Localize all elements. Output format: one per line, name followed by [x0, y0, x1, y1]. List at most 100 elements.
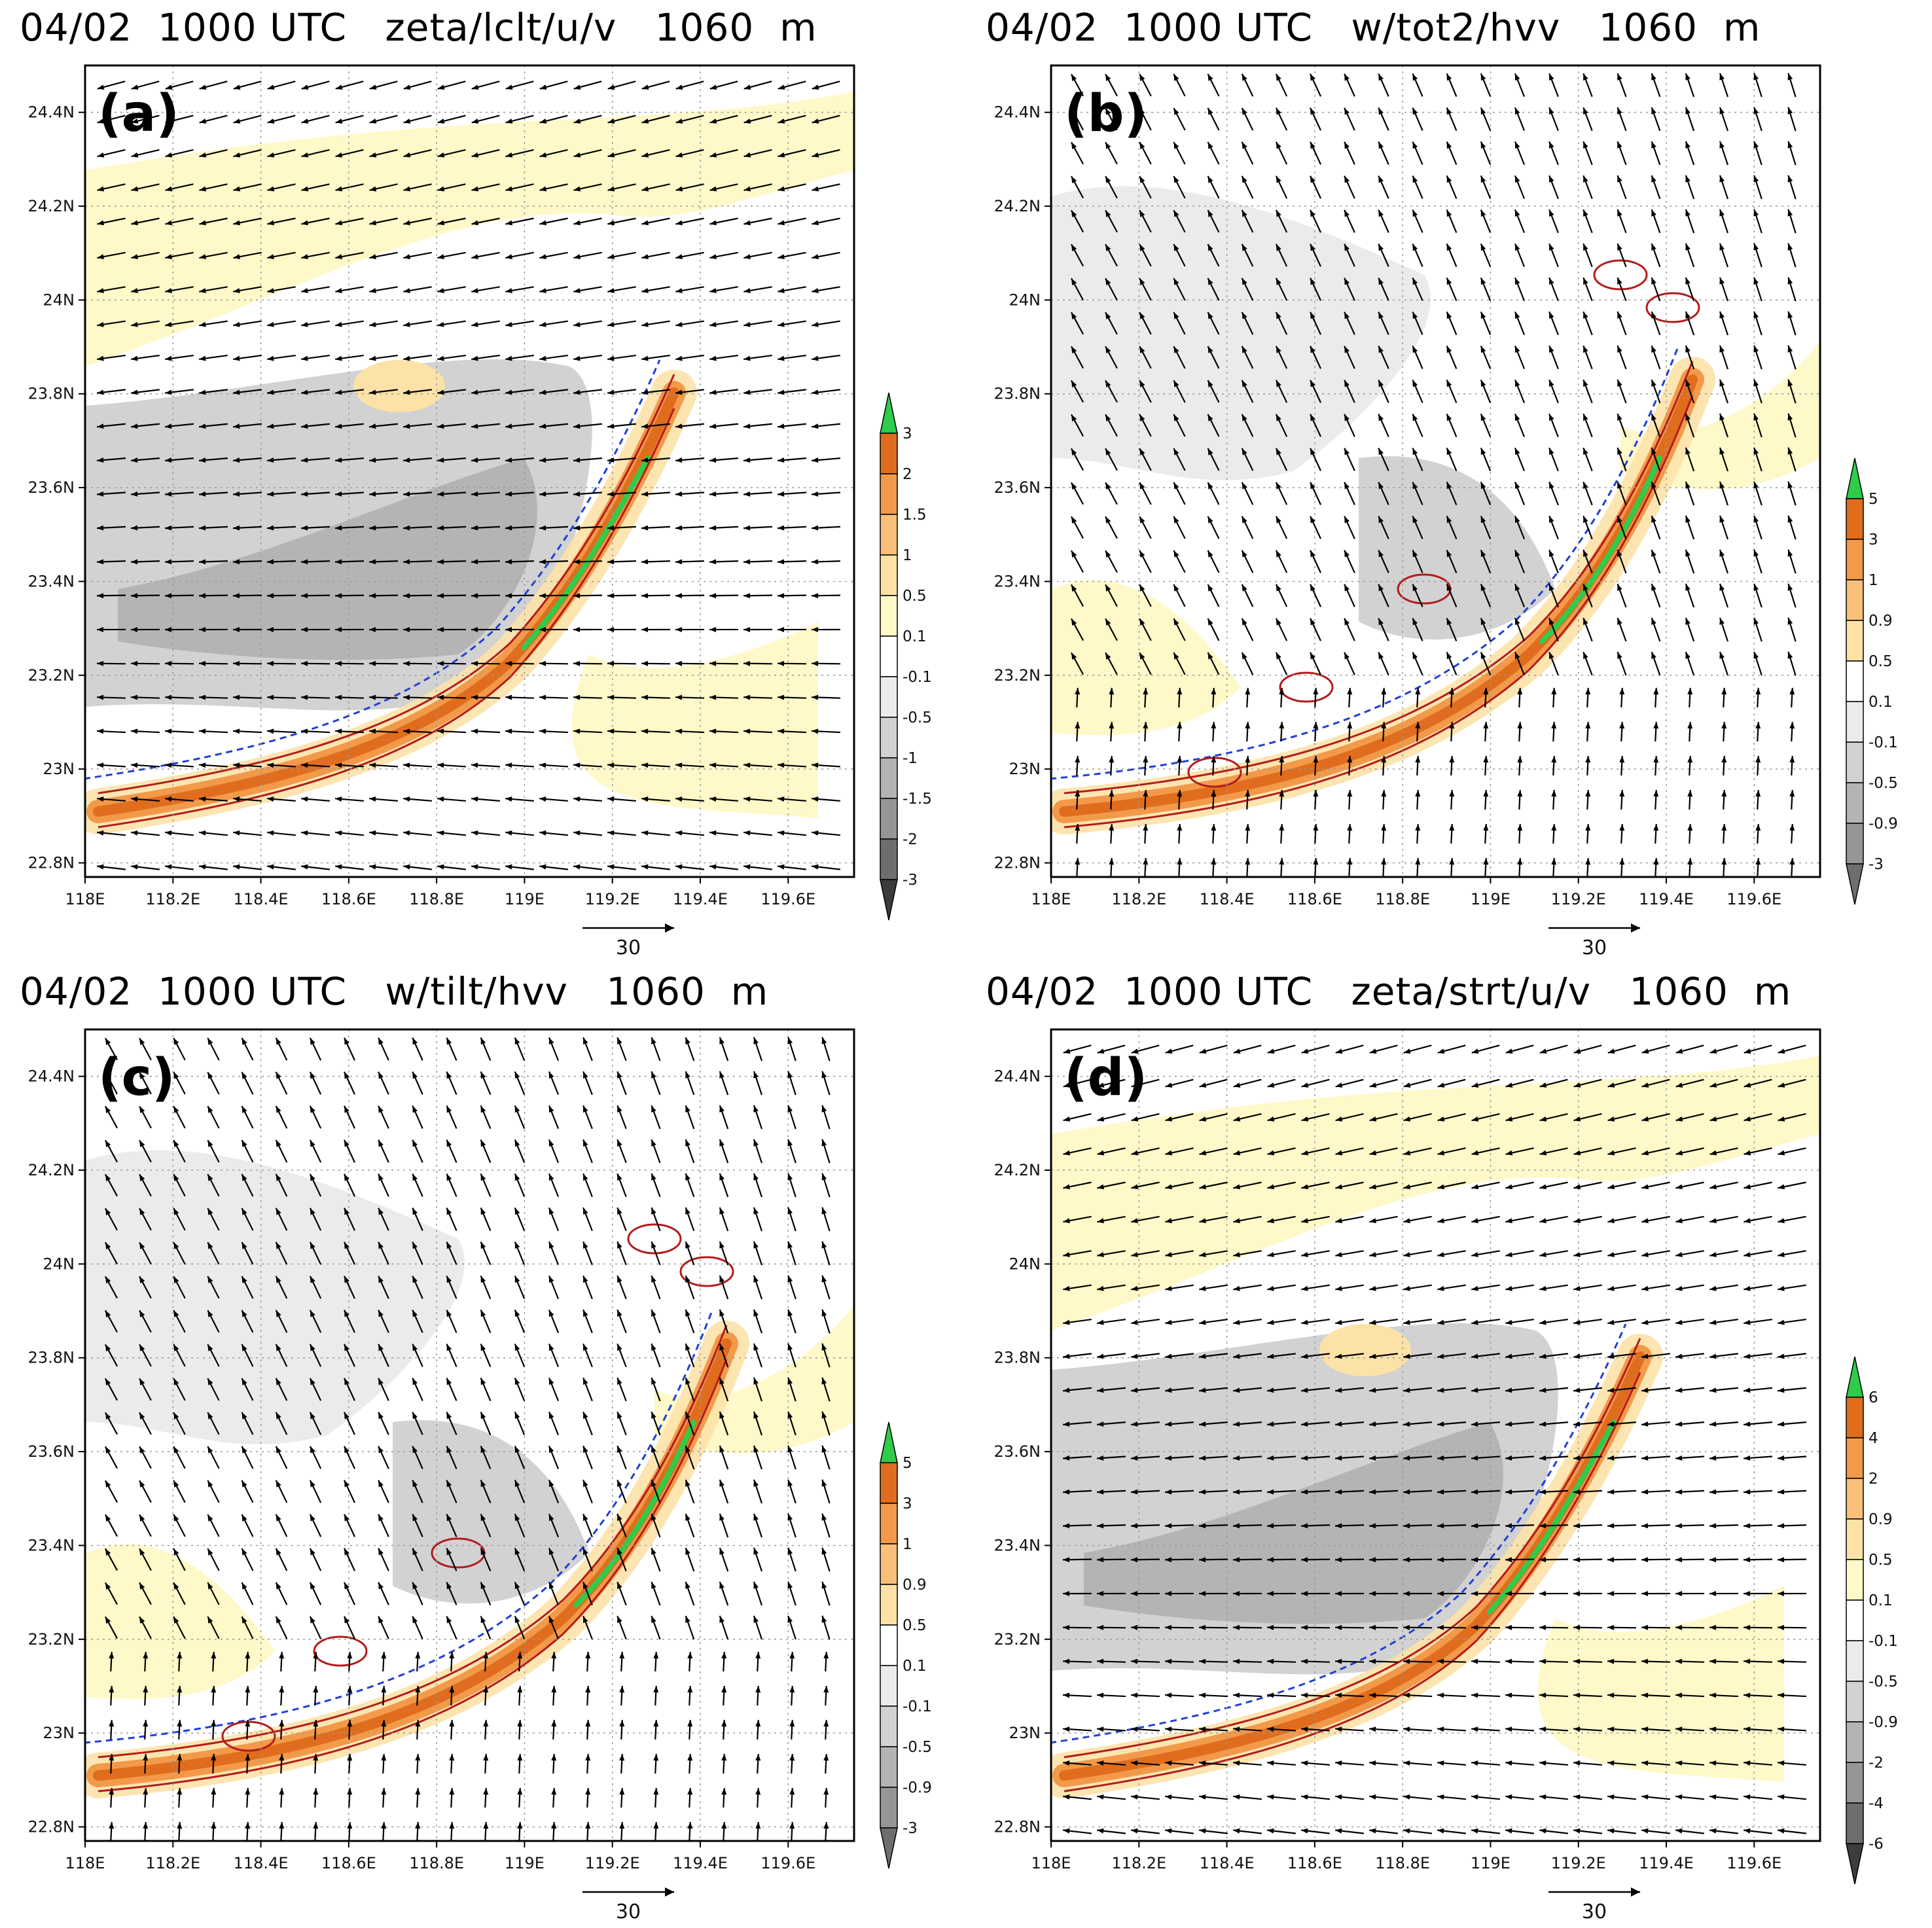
wind-arrowhead	[1617, 516, 1622, 523]
wind-arrowhead	[1267, 1828, 1274, 1834]
colorbar-segment	[1846, 660, 1864, 702]
wind-arrowhead	[1583, 73, 1588, 80]
wind-arrowhead	[1505, 1150, 1513, 1156]
colorbar-label: -2	[903, 831, 918, 848]
wind-arrowhead	[403, 457, 410, 463]
wind-arrowhead	[313, 1720, 319, 1727]
panel-title: 04/02 1000 UTC zeta/lclt/u/v 1060 m	[20, 5, 817, 50]
wind-arrowhead	[1446, 107, 1452, 115]
wind-arrowhead	[1619, 858, 1625, 865]
wind-arrowhead	[279, 1754, 285, 1761]
wind-arrowhead	[310, 1071, 315, 1079]
wind-arrowhead	[1131, 1624, 1138, 1630]
wind-arrowhead	[1549, 414, 1554, 421]
wind-arrowhead	[787, 1581, 793, 1589]
wind-arrowhead	[1276, 346, 1281, 353]
wind-arrowhead	[517, 1754, 523, 1761]
wind-arrowhead	[1242, 312, 1247, 319]
wind-arrowhead	[301, 355, 308, 361]
wind-arrowhead	[585, 1652, 591, 1659]
wind-arrowhead	[1719, 311, 1725, 319]
wind-arrowhead	[449, 1652, 455, 1659]
wind-arrowhead	[1071, 176, 1077, 183]
wind-arrowhead	[1480, 550, 1486, 558]
wind-arrowhead	[641, 457, 649, 463]
wind-arrowhead	[1097, 1455, 1104, 1461]
wind-arrowhead	[437, 660, 444, 666]
wind-arrowhead	[211, 1822, 217, 1829]
wind-arrowhead	[753, 1547, 759, 1555]
wind-arrowhead	[1403, 1285, 1410, 1291]
wind-arrowhead	[480, 1173, 486, 1181]
wind-arrowhead	[778, 254, 785, 260]
wind-arrowhead	[437, 728, 444, 734]
wind-arrowhead	[412, 1412, 418, 1419]
wind-arrowhead	[471, 457, 478, 463]
wind-arrowhead	[619, 1652, 625, 1659]
wind-arrowhead	[821, 1513, 827, 1521]
wind-arrowhead	[211, 1754, 217, 1761]
x-tick-label: 119.2E	[1551, 1854, 1606, 1872]
colorbar-label: 5	[1869, 491, 1878, 508]
wind-arrowhead	[1105, 244, 1111, 251]
wind-arrowhead	[607, 84, 615, 90]
wind-arrowhead	[1437, 1591, 1444, 1597]
wind-arrowhead	[207, 1412, 213, 1419]
wind-arrowhead	[403, 423, 410, 429]
x-tick-label: 119.6E	[760, 1854, 815, 1872]
wind-arrowhead	[1063, 1184, 1071, 1190]
wind-arrowhead	[641, 288, 649, 293]
wind-arrowhead	[344, 1037, 349, 1045]
wind-arrowhead	[778, 762, 785, 768]
wind-arrowhead	[1607, 1455, 1615, 1461]
wind-arrowhead	[619, 1754, 625, 1761]
colorbar-label: 1	[1869, 572, 1878, 589]
wind-arrowhead	[471, 491, 478, 497]
wind-arrowhead	[1607, 1387, 1615, 1393]
wind-arrowhead	[97, 830, 104, 836]
wind-arrowhead	[1097, 1760, 1104, 1766]
wind-arrowhead	[1583, 312, 1588, 319]
wind-arrowhead	[821, 1411, 827, 1419]
wind-arrowhead	[687, 1686, 693, 1693]
wind-arrowhead	[505, 118, 513, 124]
wind-arrowhead	[1719, 73, 1725, 80]
wind-arrowhead	[1301, 1828, 1308, 1834]
wind-arrowhead	[1446, 73, 1452, 81]
wind-arrowhead	[1471, 1794, 1478, 1800]
wind-arrowhead	[446, 1514, 452, 1522]
wind-arrowhead	[105, 1582, 111, 1590]
wind-arrowhead	[1267, 1624, 1274, 1630]
wind-arrowhead	[743, 118, 751, 124]
wind-arrowhead	[1778, 1048, 1785, 1054]
wind-arrowhead	[821, 1241, 827, 1249]
wind-arrowhead	[1403, 1353, 1410, 1359]
wind-arrowhead	[743, 796, 751, 802]
wind-arrowhead	[471, 220, 479, 226]
wind-arrowhead	[719, 1139, 724, 1147]
wind-arrowhead	[1335, 1591, 1342, 1597]
wind-arrowhead	[1199, 1557, 1206, 1563]
wind-arrowhead	[335, 593, 342, 599]
wind-arrowhead	[1583, 209, 1588, 217]
wind-arrowhead	[233, 830, 240, 836]
y-tick-label: 24.4N	[28, 103, 75, 122]
colorbar-label: -0.5	[903, 1739, 932, 1756]
wind-arrowhead	[653, 1652, 659, 1659]
wind-arrowhead	[1787, 311, 1793, 319]
wind-arrowhead	[1075, 688, 1081, 695]
wind-arrowhead	[1778, 1760, 1785, 1766]
map-plot: 118E 118.2E 118.4E 118.6E 118.8E 119E 119.2E 11…	[994, 1028, 1898, 1923]
wind-arrowhead	[301, 728, 308, 734]
wind-arrowhead	[480, 1548, 486, 1556]
negative-shading	[118, 458, 537, 660]
wind-arrowhead	[1719, 175, 1725, 183]
wind-arrowhead	[1583, 380, 1588, 387]
wind-arrowhead	[1301, 1252, 1308, 1257]
wind-arrowhead	[1233, 1591, 1240, 1597]
wind-arrowhead	[165, 864, 172, 870]
wind-arrowhead	[1097, 1591, 1104, 1597]
wind-arrowhead	[1437, 1523, 1444, 1529]
wind-arrowhead	[685, 1310, 690, 1317]
wind-arrowhead	[653, 1720, 659, 1727]
